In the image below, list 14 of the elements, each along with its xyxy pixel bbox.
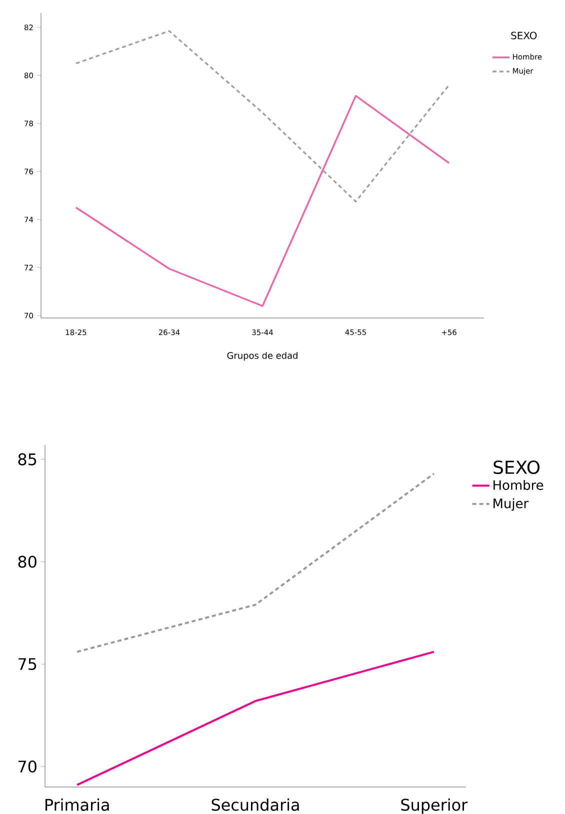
x-axis-title: Grupos de edad xyxy=(227,352,298,361)
x-tick-label: Secundaria xyxy=(212,798,299,811)
line-series xyxy=(75,94,450,307)
y-tick-label: 75 xyxy=(18,658,36,670)
legend-title: SEXO xyxy=(494,460,540,474)
y-tick-label: 80 xyxy=(18,556,36,568)
legend-title: SEXO xyxy=(511,32,537,40)
line-series xyxy=(75,30,450,202)
y-tick-label: 85 xyxy=(18,453,36,466)
y-tick-label: 70 xyxy=(18,760,36,773)
x-tick-label: Superior xyxy=(401,798,468,814)
legend-label: Hombre xyxy=(494,480,544,490)
legend-label: Mujer xyxy=(494,498,529,511)
x-tick-label: Primaria xyxy=(45,798,109,811)
